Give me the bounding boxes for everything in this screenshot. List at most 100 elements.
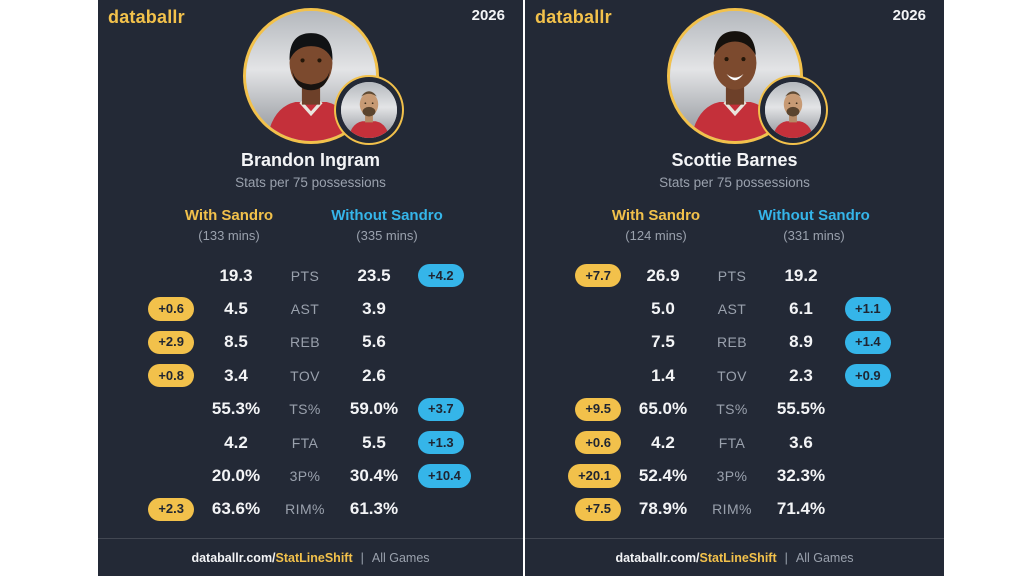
- diff-badge: +0.9: [845, 364, 891, 388]
- with-value: 8.5: [224, 332, 248, 352]
- stats-table: +7.7 26.9 PTS 19.2 5.0 AST 6.1 +1.1 7.5 …: [525, 259, 944, 526]
- without-value: 5.6: [362, 332, 386, 352]
- stat-row-ts: +9.5 65.0% TS% 55.5%: [525, 393, 944, 426]
- with-value: 55.3%: [211, 399, 261, 419]
- stat-label: REB: [717, 334, 747, 351]
- stat-row-ast: +0.6 4.5 AST 3.9: [98, 292, 523, 325]
- without-value: 59.0%: [349, 399, 399, 419]
- diff-badge: +10.4: [418, 464, 471, 488]
- player-name: Scottie Barnes: [671, 150, 798, 170]
- with-value: 52.4%: [638, 466, 688, 486]
- diff-badge: +7.5: [575, 497, 621, 522]
- diff-badge: +0.6: [575, 431, 621, 455]
- stat-label: FTA: [718, 434, 746, 451]
- stat-label: FTA: [291, 434, 319, 451]
- footer-site: databallr.com/: [615, 550, 700, 565]
- footer-games-filter: All Games: [371, 550, 430, 565]
- footer-divider: |: [784, 550, 788, 565]
- stat-label: 3P%: [716, 468, 748, 485]
- with-value: 5.0: [651, 299, 675, 319]
- without-value: 6.1: [789, 299, 813, 319]
- column-headers: With Sandro (133 mins) Without Sandro (3…: [98, 207, 523, 243]
- diff-badge: +0.6: [148, 297, 194, 321]
- footer-site: databallr.com/: [191, 550, 276, 565]
- with-value: 65.0%: [638, 399, 688, 419]
- diff-badge: +9.5: [575, 397, 621, 421]
- without-value: 2.3: [789, 365, 813, 385]
- player-photo-sandro-inset: [340, 82, 397, 138]
- without-value: 5.5: [362, 432, 386, 452]
- footer-tool-name: StatLineShift: [699, 550, 777, 565]
- diff-badge: +1.3: [418, 431, 464, 455]
- stat-row-pts: +7.7 26.9 PTS 19.2: [525, 259, 944, 292]
- diff-badge: +7.7: [575, 264, 621, 288]
- photo-area: [666, 8, 821, 148]
- diff-badge: +0.8: [148, 364, 194, 388]
- diff-badge: +4.2: [418, 264, 464, 288]
- stat-label: TS%: [289, 401, 321, 418]
- without-value: 71.4%: [776, 499, 826, 519]
- stat-row-tov: +0.8 3.4 TOV 2.6: [98, 359, 523, 392]
- diff-badge: +1.1: [845, 297, 891, 321]
- stat-row-rim: +7.5 78.9% RIM% 71.4%: [525, 493, 944, 526]
- without-minutes: (331 mins): [783, 228, 845, 243]
- databallr-logo: databallr: [535, 7, 612, 27]
- with-value: 1.4: [651, 365, 675, 385]
- stat-label: TS%: [716, 401, 748, 418]
- stat-label: PTS: [717, 267, 747, 284]
- with-value: 4.5: [224, 299, 248, 319]
- player-name: Brandon Ingram: [240, 150, 380, 170]
- without-value: 23.5: [357, 265, 391, 285]
- without-value: 19.2: [784, 265, 818, 285]
- with-value: 20.0%: [211, 466, 261, 486]
- stat-row-fta: +0.6 4.2 FTA 3.6: [525, 426, 944, 459]
- with-value: 7.5: [651, 332, 675, 352]
- databallr-logo: databallr: [108, 7, 185, 27]
- with-value: 26.9: [646, 265, 680, 285]
- with-value: 3.4: [224, 365, 248, 385]
- photo-area: [242, 8, 397, 148]
- without-value: 8.9: [789, 332, 813, 352]
- footer-divider: |: [360, 550, 364, 565]
- stat-row-ast: 5.0 AST 6.1 +1.1: [525, 292, 944, 325]
- footer-tool-name: StatLineShift: [275, 550, 353, 565]
- stat-row-ts: 55.3% TS% 59.0% +3.7: [98, 393, 523, 426]
- without-sandro-header: Without Sandro (331 mins): [739, 207, 889, 243]
- without-value: 61.3%: [349, 499, 399, 519]
- player-photo-ingram: [242, 8, 379, 144]
- without-value: 3.6: [789, 432, 813, 452]
- column-headers: With Sandro (124 mins) Without Sandro (3…: [525, 207, 944, 243]
- stat-label: PTS: [290, 267, 320, 284]
- stat-row-tov: 1.4 TOV 2.3 +0.9: [525, 359, 944, 392]
- stats-basis-subtitle: Stats per 75 possessions: [235, 175, 386, 190]
- stat-label: TOV: [290, 367, 320, 384]
- with-sandro-header: With Sandro (133 mins): [154, 207, 304, 243]
- card-footer: databallr.com/StatLineShift | All Games: [525, 538, 944, 576]
- stat-row-pts: 19.3 PTS 23.5 +4.2: [98, 259, 523, 292]
- stat-label: 3P%: [289, 468, 321, 485]
- diff-badge: +20.1: [568, 464, 621, 488]
- player-card-barnes: databallr 2026: [525, 0, 944, 576]
- stat-label: RIM%: [285, 501, 325, 518]
- stats-basis-subtitle: Stats per 75 possessions: [659, 175, 810, 190]
- with-value: 19.3: [219, 265, 253, 285]
- stats-table: 19.3 PTS 23.5 +4.2 +0.6 4.5 AST 3.9 +2.9…: [98, 259, 523, 526]
- without-sandro-header: Without Sandro (335 mins): [312, 207, 462, 243]
- stat-row-rim: +2.3 63.6% RIM% 61.3%: [98, 493, 523, 526]
- with-minutes: (133 mins): [198, 228, 260, 243]
- player-photo-sandro-inset: [764, 82, 821, 138]
- diff-badge: +2.3: [148, 497, 194, 522]
- stat-row-3p: +20.1 52.4% 3P% 32.3%: [525, 459, 944, 492]
- with-minutes: (124 mins): [625, 228, 687, 243]
- season-year: 2026: [892, 7, 926, 24]
- without-value: 2.6: [362, 365, 386, 385]
- stat-row-fta: 4.2 FTA 5.5 +1.3: [98, 426, 523, 459]
- player-card-ingram: databallr 2026: [98, 0, 523, 576]
- stat-label: TOV: [717, 367, 747, 384]
- diff-badge: +1.4: [845, 330, 891, 355]
- stat-label: AST: [290, 301, 320, 318]
- without-value: 30.4%: [349, 466, 399, 486]
- player-photo-barnes: [666, 8, 803, 144]
- season-year: 2026: [471, 7, 505, 24]
